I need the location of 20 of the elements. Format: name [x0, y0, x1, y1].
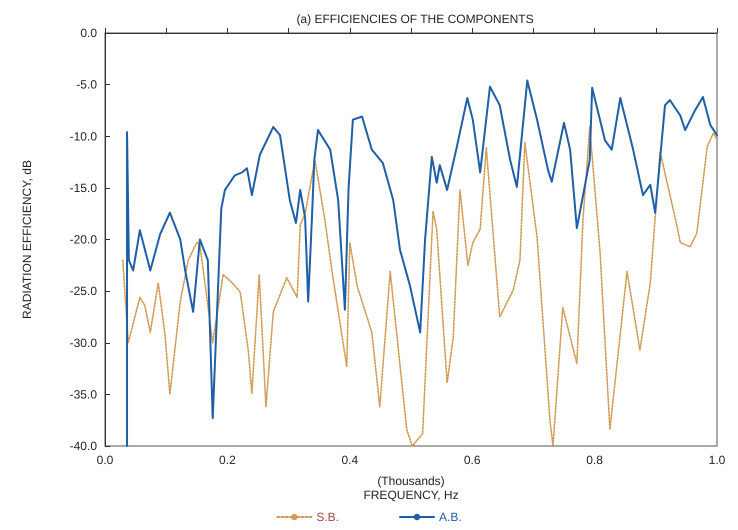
y-tick-label: -30.0: [70, 336, 98, 350]
y-tick-label: -40.0: [70, 439, 98, 453]
legend-label: A.B.: [439, 510, 462, 524]
y-tick-label: 0.0: [80, 26, 98, 40]
x-tick-label: 0.6: [464, 453, 481, 467]
legend-label: S.B.: [316, 510, 340, 524]
x-tick-label: 1.0: [708, 453, 726, 467]
y-tick-label: -35.0: [70, 387, 98, 402]
y-tick-label: -5.0: [76, 78, 98, 92]
x-tick-label: 0.0: [96, 453, 114, 467]
x-tick-label: 0.4: [341, 453, 358, 467]
y-tick-label: -10.0: [70, 129, 98, 144]
chart-title: (a) EFFICIENCIES OF THE COMPONENTS: [296, 12, 534, 26]
y-tick-label: -25.0: [70, 284, 98, 298]
y-tick-label: -20.0: [70, 232, 98, 246]
y-axis-title: RADIATION EFFICIENCY, dB: [20, 160, 34, 319]
x-axis-title: (Thousands) FREQUENCY, Hz: [363, 474, 459, 502]
x-tick-label: 0.8: [586, 453, 604, 467]
x-tick-label: 0.2: [219, 453, 236, 467]
y-tick-label: -15.0: [70, 180, 98, 195]
